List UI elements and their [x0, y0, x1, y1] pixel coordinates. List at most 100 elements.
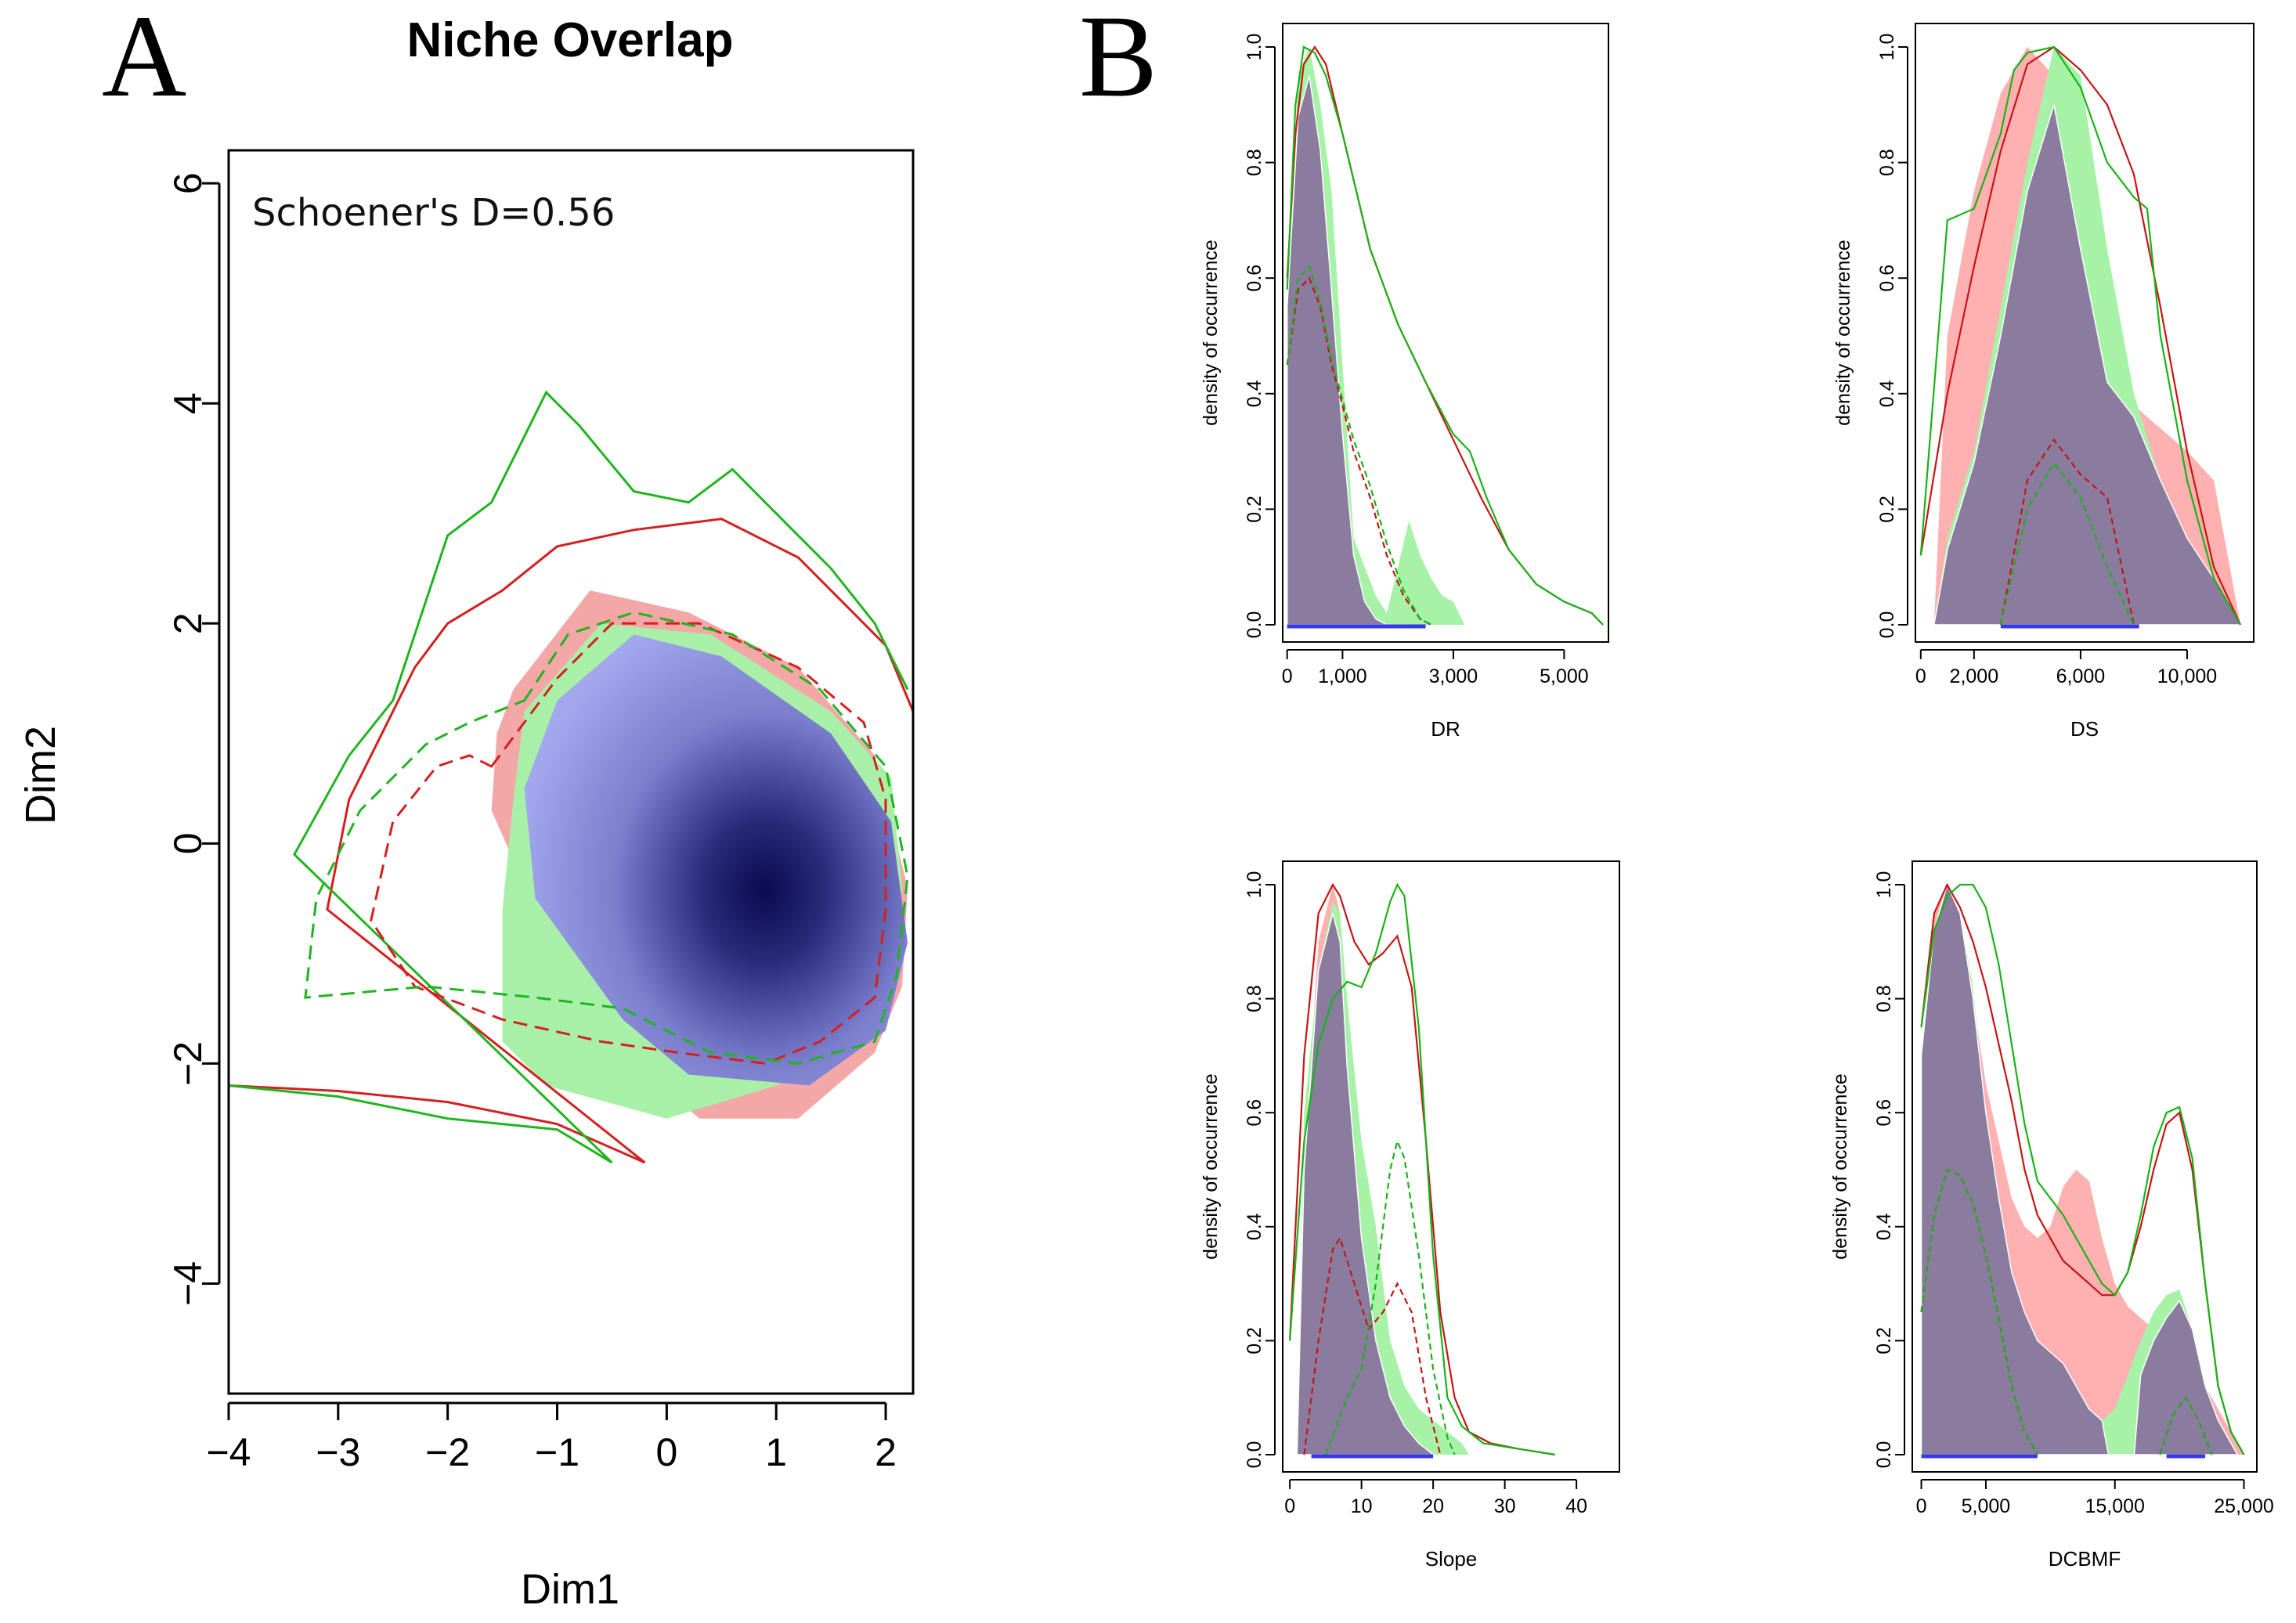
niche-x-tick-label: −2: [425, 1430, 470, 1474]
ds-y-tick-label: 0.2: [1876, 496, 1898, 523]
slope-line-invaded-available-green-dashed-: [1324, 1138, 1456, 1455]
niche-axes: −4 −3 −2 −1 0 1 2 −4 −2 0 2 4 6: [166, 172, 897, 1474]
dcbmf-x-axis-label: DCBMF: [2049, 1547, 2121, 1571]
slope-y-tick-label: 0.4: [1244, 1213, 1265, 1240]
ds-line-native-red-: [1919, 45, 2241, 626]
panel-label-b: B: [1079, 0, 1157, 121]
slope-y-tick-label: 0.8: [1244, 985, 1265, 1012]
dr-line-native-available-red-dashed-: [1286, 276, 1432, 626]
slope-y-tick-label: 0.2: [1244, 1327, 1265, 1354]
density-plot-dcbmf: 0 5,000 15,000 25,000 0.0 0.2 0.4 0.6 0.8 1.0 DCBM…: [1829, 860, 2274, 1571]
niche-x-tick-label: 1: [765, 1430, 787, 1474]
dr-y-tick-label: 0.2: [1244, 496, 1265, 523]
dcbmf-x-tick-label: 0: [1916, 1495, 1927, 1517]
panel-label-a: A: [102, 0, 186, 121]
niche-y-axis-label: Dim2: [17, 726, 64, 824]
invaded-available-environment-contour: [229, 390, 909, 1164]
niche-y-tick-label: 4: [166, 392, 210, 414]
slope-x-tick-label: 40: [1565, 1495, 1587, 1517]
niche-x-tick-label: −3: [316, 1430, 360, 1474]
dcbmf-y-tick-label: 1.0: [1873, 871, 1895, 899]
dcbmf-plot-area: [1920, 882, 2245, 1459]
niche-title: Niche Overlap: [407, 13, 734, 67]
ds-x-tick-label: 0: [1915, 665, 1926, 687]
native-available-environment-contour: [229, 518, 913, 1164]
niche-overlap-panel: Niche Overlap −4 −3 −2 −1 0 1 2 −4 −2 0 2 4 6 Schoen…: [17, 13, 915, 1613]
slope-y-tick-label: 0.6: [1244, 1099, 1265, 1127]
dr-y-axis-label: density of occurrence: [1200, 240, 1222, 426]
niche-plot-area: [229, 390, 913, 1164]
niche-x-axis-label: Dim1: [521, 1566, 619, 1613]
dcbmf-line-invaded-available-2-green-dashed-: [2159, 1396, 2213, 1455]
slope-x-tick-label: 30: [1494, 1495, 1516, 1517]
dcbmf-y-tick-label: 0.6: [1873, 1099, 1895, 1127]
dr-x-axis-label: DR: [1431, 717, 1460, 741]
dr-y-tick-label: 0.6: [1244, 265, 1265, 292]
dr-plot-frame: [1282, 23, 1609, 643]
slope-y-tick-label: 0.0: [1244, 1441, 1265, 1469]
niche-y-tick-label: −2: [166, 1041, 210, 1086]
density-plot-slope: 0 10 20 30 40 0.0 0.2 0.4 0.6 0.8 1.0 Slope density …: [1200, 860, 1620, 1571]
dr-line-invaded-green-: [1286, 45, 1604, 626]
slope-plot-area: [1289, 882, 1555, 1459]
slope-x-tick-label: 0: [1284, 1495, 1295, 1517]
ds-y-tick-label: 0.6: [1876, 265, 1898, 292]
slope-line-native-red-: [1289, 882, 1555, 1456]
dcbmf-y-tick-label: 0.0: [1873, 1441, 1895, 1469]
dcbmf-line-invaded-available-green-dashed-: [1920, 1168, 2038, 1455]
overlap-niche-region: [524, 634, 908, 1086]
ds-y-axis-label: density of occurrence: [1832, 240, 1854, 426]
slope-y-axis-label: density of occurrence: [1200, 1073, 1222, 1260]
dcbmf-x-tick-label: 15,000: [2085, 1495, 2144, 1517]
ds-overlap-density-fill: [1933, 104, 2242, 626]
dr-x-tick-label: 5,000: [1540, 665, 1589, 687]
dr-y-tick-label: 0.0: [1244, 611, 1265, 639]
dr-x-tick-label: 0: [1282, 665, 1293, 687]
slope-x-axis-label: Slope: [1425, 1547, 1478, 1571]
dcbmf-plot-frame: [1912, 860, 2258, 1473]
dr-y-tick-label: 1.0: [1244, 34, 1265, 61]
ds-x-tick-label: 10,000: [2157, 665, 2217, 687]
dr-y-tick-label: 0.8: [1244, 149, 1265, 176]
niche-y-tick-label: −4: [166, 1261, 210, 1306]
dcbmf-overlap-density-fill: [1920, 882, 2239, 1455]
dr-y-tick-label: 0.4: [1244, 380, 1265, 407]
slope-x-tick-label: 20: [1422, 1495, 1444, 1517]
ds-y-tick-label: 1.0: [1876, 34, 1898, 61]
ds-line-invaded-green-: [1919, 45, 2241, 626]
slope-line-invaded-green-: [1289, 882, 1555, 1456]
ds-y-tick-label: 0.4: [1876, 380, 1898, 407]
niche-y-tick-label: 2: [166, 612, 210, 634]
slope-x-tick-label: 10: [1351, 1495, 1373, 1517]
density-plot-dr: 0 1,000 3,000 5,000 0.0 0.2 0.4 0.6 0.8 1.0 DR dens…: [1200, 23, 1609, 741]
dcbmf-y-axis-label: density of occurrence: [1829, 1073, 1851, 1260]
niche-x-tick-label: −1: [535, 1430, 579, 1474]
slope-plot-frame: [1282, 860, 1620, 1473]
dcbmf-y-tick-label: 0.8: [1873, 985, 1895, 1012]
dr-x-tick-label: 3,000: [1429, 665, 1478, 687]
dcbmf-line-native-red-: [1920, 882, 2245, 1455]
dr-plot-area: [1286, 45, 1604, 629]
niche-y-tick-label: 6: [166, 172, 210, 194]
slope-y-tick-label: 1.0: [1244, 871, 1265, 899]
niche-x-tick-label: 0: [655, 1430, 677, 1474]
dcbmf-y-tick-label: 0.4: [1873, 1213, 1895, 1240]
dcbmf-y-tick-label: 0.2: [1873, 1327, 1895, 1354]
ds-y-tick-label: 0.8: [1876, 149, 1898, 176]
niche-y-tick-label: 0: [166, 832, 210, 854]
dcbmf-x-tick-label: 5,000: [1962, 1495, 2011, 1517]
ds-plot-frame: [1915, 23, 2254, 643]
ds-x-axis-label: DS: [2070, 717, 2099, 741]
dcbmf-x-tick-label: 25,000: [2214, 1495, 2273, 1517]
ds-line-invaded-available-green-dashed-: [1999, 461, 2135, 626]
niche-x-tick-label: −4: [206, 1430, 251, 1474]
ds-line-native-available-red-dashed-: [1999, 438, 2135, 626]
niche-plot-frame: [227, 149, 915, 1395]
niche-x-tick-label: 2: [875, 1430, 897, 1474]
density-plot-ds: 0 2,000 6,000 10,000 0.0 0.2 0.4 0.6 0.8 1.0 DS den…: [1832, 23, 2254, 741]
slope-overlap-density-fill: [1296, 913, 1435, 1455]
invaded-occurrence-contour: [304, 611, 909, 1065]
dcbmf-line-invaded-green-: [1920, 883, 2245, 1455]
